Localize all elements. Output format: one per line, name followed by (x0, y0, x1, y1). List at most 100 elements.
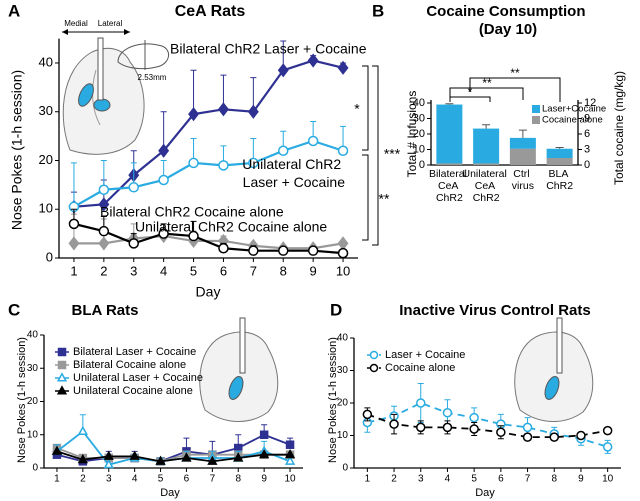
annotation: ** (482, 76, 492, 90)
point (307, 245, 319, 256)
y-tick-label: 30 (39, 103, 53, 118)
point (188, 230, 199, 242)
legend-label: Cocaine alone (385, 362, 455, 374)
error-bar (518, 129, 527, 138)
bar-segment (546, 148, 573, 159)
x-tick-label: Ctrl virus (512, 168, 534, 192)
series-line (56, 450, 291, 463)
point (77, 453, 88, 464)
x-tick-label: 10 (284, 474, 296, 485)
y2-tick-label: 12 (584, 97, 596, 109)
point (233, 452, 244, 462)
legend-swatch (532, 116, 540, 124)
y-tick-label: 20 (337, 398, 349, 409)
legend-marker (56, 385, 68, 395)
y-tick-label: 0 (46, 249, 53, 264)
point (442, 422, 453, 433)
x-tick-label: 2 (391, 474, 397, 485)
point (68, 236, 80, 251)
legend-swatch (532, 105, 540, 113)
bar-segment (473, 163, 500, 165)
point (77, 425, 88, 435)
y-tick-label: 30 (337, 365, 349, 376)
point (278, 145, 289, 156)
y2-tick-label: 0 (584, 159, 590, 171)
point (129, 450, 140, 460)
point (158, 228, 169, 239)
point (278, 245, 289, 256)
x-tick-label: 5 (471, 474, 477, 485)
point (549, 432, 559, 442)
point (181, 452, 192, 462)
x-tick-label: 1 (365, 474, 371, 485)
y-tick-label: 30 (27, 363, 39, 374)
y-tick-label: 20 (27, 396, 39, 407)
series-line (73, 59, 344, 208)
chart-title: CeA Rats (175, 3, 246, 20)
annotation: * (354, 101, 360, 117)
point (218, 160, 229, 171)
y-axis-label: Nose Pokes (1-h session) (327, 337, 339, 463)
chart-title: Cocaine Consumption (Day 10) (426, 3, 589, 38)
point (259, 430, 269, 439)
x-tick-label: 6 (184, 474, 190, 485)
bar-segment (546, 158, 573, 165)
y-tick-label: 0 (419, 159, 425, 171)
error-bar (445, 103, 454, 105)
y-axis-label: Nose Pokes (1-h session) (9, 70, 25, 230)
legend-label: Unilateral ChR2 Cocaine alone (135, 219, 327, 235)
point (103, 458, 114, 469)
x-tick-label: 6 (220, 263, 227, 278)
point (389, 419, 399, 429)
panel-label: A (8, 1, 20, 20)
y-tick-label: 30 (413, 112, 425, 124)
series-line (56, 433, 291, 463)
y-axis-label: Nose Pokes (1-h session) (16, 337, 28, 463)
x-tick-label: 4 (445, 474, 451, 485)
x-tick-label: 8 (551, 474, 557, 485)
annotation: *** (384, 146, 401, 162)
legend-label: Cocaine alone (542, 115, 603, 126)
chart-title: BLA Rats (72, 302, 139, 319)
bar-segment (436, 104, 463, 164)
point (98, 184, 110, 195)
y-tick-label: 20 (39, 152, 53, 167)
legend-marker (369, 350, 379, 360)
x-tick-label: 9 (261, 474, 267, 485)
x-tick-label: 8 (280, 263, 287, 278)
x-tick-label: 2 (80, 474, 86, 485)
x-tick-label: 1 (54, 474, 60, 485)
point (218, 102, 229, 117)
y-tick-label: 10 (337, 430, 349, 441)
x-tick-label: 4 (132, 474, 138, 485)
legend-marker (56, 372, 68, 382)
point (284, 448, 296, 459)
point (218, 242, 229, 254)
y-tick-label: 10 (27, 429, 39, 440)
point (522, 422, 533, 433)
point (103, 450, 114, 460)
point (51, 445, 63, 455)
x-tick-label: 5 (158, 474, 164, 485)
point (248, 245, 259, 256)
panel-label: C (8, 300, 20, 319)
point (602, 425, 613, 436)
point (128, 182, 139, 193)
error-bar (70, 162, 77, 207)
point (337, 247, 349, 259)
legend-marker (57, 360, 67, 370)
y-axis-label: Total # Infusions (405, 91, 419, 178)
y-tick-label: 40 (337, 333, 349, 344)
legend-label: Laser+Cocaine (542, 104, 606, 115)
panel-label: D (330, 300, 342, 319)
brain-schematic-c (199, 317, 279, 422)
axes (430, 100, 579, 166)
point (68, 218, 80, 230)
point (469, 424, 479, 434)
point (284, 455, 296, 465)
point (602, 442, 613, 452)
y-tick-label: 40 (39, 54, 53, 69)
legend-label: Bilateral Laser + Cocaine (73, 346, 196, 358)
x-tick-label: 10 (336, 263, 350, 278)
